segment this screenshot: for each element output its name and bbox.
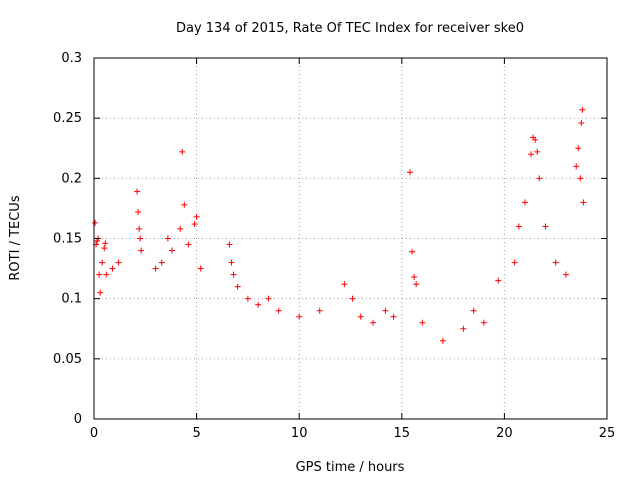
data-point xyxy=(411,274,418,281)
y-tick-label: 0.3 xyxy=(61,51,82,66)
data-point xyxy=(439,337,446,344)
data-points xyxy=(92,106,587,344)
data-point xyxy=(152,265,159,272)
data-point xyxy=(534,148,541,155)
data-point xyxy=(109,265,116,272)
data-point xyxy=(580,199,587,206)
data-point xyxy=(542,223,549,230)
axis-ticks: 0 5 10 15 20 25 0 0.05 0.1 0.15 0.2 0.25 0.3 xyxy=(53,51,615,441)
y-tick-label: 0.05 xyxy=(53,352,82,367)
data-point xyxy=(99,259,106,266)
data-point xyxy=(409,248,416,255)
data-point xyxy=(193,213,200,220)
data-point xyxy=(255,301,262,308)
x-tick-label: 0 xyxy=(90,426,98,441)
data-point xyxy=(92,219,99,226)
data-point xyxy=(134,188,141,195)
x-tick-label: 25 xyxy=(599,426,616,441)
data-point xyxy=(168,247,175,254)
data-point xyxy=(137,235,144,242)
data-point xyxy=(115,259,122,266)
y-tick-label: 0.2 xyxy=(61,171,82,186)
data-point xyxy=(135,209,142,216)
x-tick-label: 20 xyxy=(496,426,513,441)
data-point xyxy=(370,319,377,326)
data-point xyxy=(511,259,518,266)
y-tick-label: 0.1 xyxy=(61,292,82,307)
data-point xyxy=(191,221,198,228)
data-point xyxy=(341,281,348,288)
data-point xyxy=(470,307,477,314)
data-point xyxy=(390,313,397,320)
data-point xyxy=(197,265,204,272)
data-point xyxy=(578,119,585,126)
data-point xyxy=(96,271,103,278)
data-point xyxy=(562,271,569,278)
data-point xyxy=(480,319,487,326)
data-point xyxy=(577,175,584,182)
data-point xyxy=(265,295,272,302)
data-point xyxy=(521,199,528,206)
data-point xyxy=(275,307,282,314)
x-axis-label: GPS time / hours xyxy=(296,460,405,475)
data-point xyxy=(349,295,356,302)
data-point xyxy=(244,295,251,302)
data-point xyxy=(407,169,414,176)
grid-lines xyxy=(94,58,607,419)
data-point xyxy=(158,259,165,266)
y-tick-label: 0.25 xyxy=(53,111,82,126)
data-point xyxy=(419,319,426,326)
data-point xyxy=(413,281,420,288)
data-point xyxy=(536,175,543,182)
x-tick-label: 5 xyxy=(192,426,200,441)
data-point xyxy=(103,271,110,278)
data-point xyxy=(97,289,104,296)
data-point xyxy=(460,325,467,332)
data-point xyxy=(181,201,188,208)
chart-title: Day 134 of 2015, Rate Of TEC Index for r… xyxy=(176,21,524,36)
data-point xyxy=(179,148,186,155)
data-point xyxy=(296,313,303,320)
data-point xyxy=(495,277,502,284)
data-point xyxy=(228,259,235,266)
x-tick-label: 10 xyxy=(291,426,308,441)
data-point xyxy=(226,241,233,248)
data-point xyxy=(316,307,323,314)
data-point xyxy=(164,235,171,242)
data-point xyxy=(575,145,582,152)
data-point xyxy=(230,271,237,278)
data-point xyxy=(101,245,108,252)
data-point xyxy=(579,106,586,113)
data-point xyxy=(532,136,539,143)
data-point xyxy=(136,225,143,232)
data-point xyxy=(382,307,389,314)
data-point xyxy=(528,151,535,158)
data-point xyxy=(357,313,364,320)
data-point xyxy=(515,223,522,230)
y-tick-label: 0.15 xyxy=(53,232,82,247)
data-point xyxy=(102,240,109,247)
data-point xyxy=(138,247,145,254)
data-point xyxy=(185,241,192,248)
y-tick-label: 0 xyxy=(74,412,82,427)
data-point xyxy=(234,283,241,290)
data-point xyxy=(177,225,184,232)
data-point xyxy=(573,163,580,170)
y-axis-label: ROTI / TECUs xyxy=(8,195,23,280)
data-point xyxy=(552,259,559,266)
x-tick-label: 15 xyxy=(394,426,411,441)
